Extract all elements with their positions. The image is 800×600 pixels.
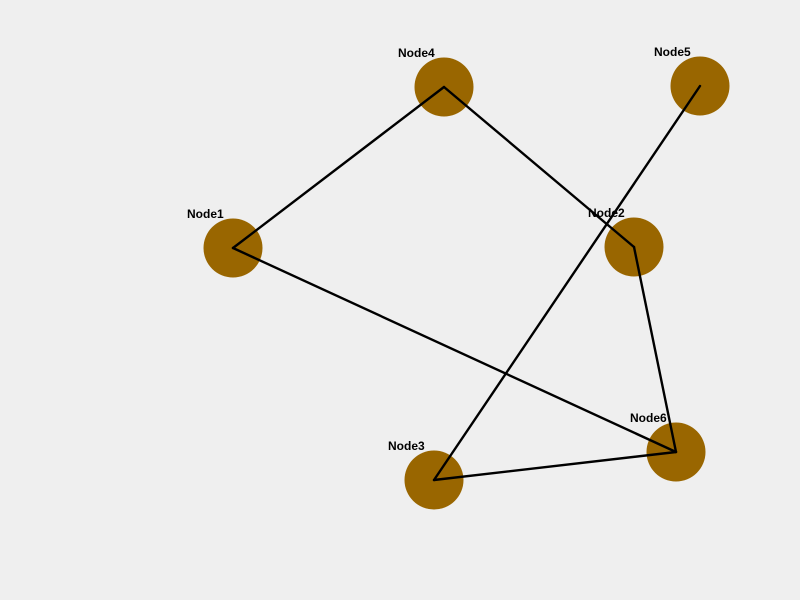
- edge-node3-node5: [432, 84, 702, 482]
- edge-node3-node6: [432, 450, 678, 482]
- label-layer: Node1 Node2 Node3 Node4 Node5 Node6: [187, 45, 691, 453]
- edge-node2-node6: [632, 245, 678, 454]
- edge-layer: [231, 84, 702, 482]
- node-label-node1: Node1: [187, 207, 224, 221]
- node-label-node5: Node5: [654, 45, 691, 59]
- edge-node1-node4: [231, 85, 446, 250]
- edge-node4-node2: [442, 85, 636, 249]
- node-label-node3: Node3: [388, 439, 425, 453]
- node-label-node6: Node6: [630, 411, 667, 425]
- node-label-node2: Node2: [588, 206, 625, 220]
- node-label-node4: Node4: [398, 46, 435, 60]
- edge-node1-node6: [231, 246, 678, 454]
